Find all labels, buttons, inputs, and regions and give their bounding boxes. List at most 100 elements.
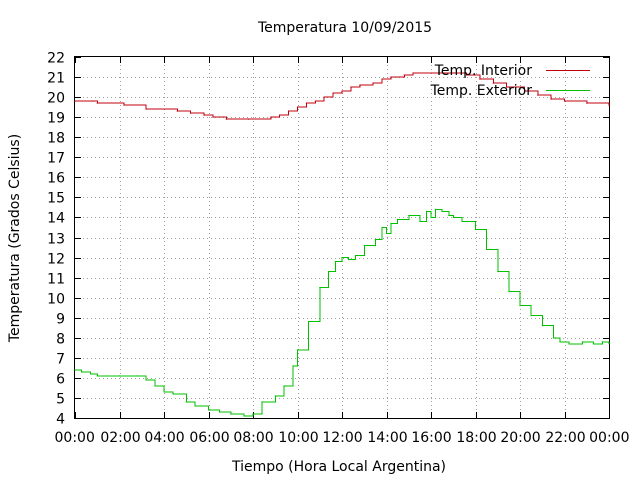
x-tick-label: 20:00 (500, 430, 540, 446)
data-point (359, 84, 361, 86)
series-line (75, 72, 610, 120)
y-tick-label: 7 (56, 352, 65, 368)
data-point (461, 220, 463, 223)
data-point (408, 214, 410, 216)
data-point (397, 218, 399, 220)
data-point (334, 261, 336, 263)
data-point (296, 106, 299, 108)
y-tick-label: 22 (47, 51, 65, 67)
y-tick-label: 12 (47, 252, 65, 268)
data-point (523, 90, 526, 92)
x-tick-label: 10:00 (278, 430, 318, 446)
data-point (90, 373, 92, 375)
tick-layer: 4 5 6 7 8 9 10 11 12 13 14 15 16 17 18 19 20 21 22 00:00 02:… (47, 51, 629, 447)
x-tick-label: 14:00 (367, 430, 407, 446)
data-point (537, 94, 539, 96)
x-tick-label: 12:00 (322, 430, 362, 446)
y-tick-label: 21 (47, 71, 65, 87)
data-point (212, 116, 214, 118)
data-point (430, 216, 432, 218)
chart-title: Temperatura 10/09/2015 (257, 20, 432, 36)
data-point (319, 287, 321, 289)
y-tick-label: 4 (56, 412, 65, 428)
data-point (292, 365, 294, 367)
data-point (354, 255, 356, 257)
data-point (403, 74, 405, 76)
data-point (314, 100, 316, 102)
data-point (225, 118, 227, 120)
data-point (172, 393, 174, 395)
data-point (74, 369, 76, 371)
data-point (506, 86, 508, 88)
data-point (341, 90, 343, 92)
data-point (230, 413, 232, 415)
data-point (136, 375, 138, 377)
data-point (145, 108, 147, 110)
data-point (350, 86, 352, 88)
y-tick-label: 17 (47, 151, 65, 167)
y-tick-label: 10 (47, 292, 65, 308)
x-tick-label: 06:00 (189, 430, 229, 446)
data-point (270, 116, 272, 118)
data-point (123, 104, 125, 106)
data-point (305, 102, 307, 104)
data-point (363, 244, 365, 247)
data-point (308, 321, 310, 323)
data-point (448, 214, 450, 216)
x-tick-label: 04:00 (144, 430, 184, 446)
data-point (296, 349, 299, 351)
data-point (497, 271, 499, 273)
data-point (559, 341, 561, 343)
data-point (74, 100, 76, 102)
y-tick-label: 19 (47, 111, 65, 127)
data-point (426, 210, 428, 212)
x-tick-label: 00:00 (55, 430, 95, 446)
y-tick-label: 14 (47, 211, 65, 227)
y-tick-label: 8 (56, 332, 65, 348)
data-point (452, 72, 454, 74)
y-tick-label: 15 (47, 191, 65, 207)
data-point (381, 226, 383, 229)
x-tick-label: 02:00 (100, 430, 140, 446)
data-point (261, 401, 263, 403)
legend-label: Temp. Exterior (430, 83, 533, 99)
y-tick-label: 6 (56, 372, 65, 388)
data-point (586, 102, 588, 104)
data-point (434, 208, 436, 210)
data-point (207, 409, 210, 411)
data-point (332, 92, 334, 94)
y-tick-label: 20 (47, 91, 65, 107)
y-tick-label: 9 (56, 312, 65, 328)
data-point (288, 110, 290, 112)
data-point (219, 411, 221, 413)
data-point (492, 82, 494, 84)
data-point (530, 315, 532, 317)
data-point (248, 118, 250, 120)
data-point (176, 110, 178, 112)
data-point (479, 78, 481, 80)
data-point (452, 216, 454, 218)
data-point (190, 112, 192, 114)
data-point (581, 341, 583, 343)
data-point (608, 343, 610, 345)
series-interior (74, 72, 610, 120)
series-exterior (74, 208, 610, 417)
grid-layer (75, 57, 609, 418)
data-point (274, 395, 276, 397)
data-point (568, 343, 570, 345)
data-point (552, 337, 555, 339)
data-point (163, 391, 165, 393)
data-point (592, 343, 595, 345)
y-axis-label: Temperatura (Grados Celsius) (7, 134, 23, 343)
data-point (348, 259, 350, 261)
data-point (145, 379, 147, 381)
data-point (390, 222, 392, 225)
data-point (194, 405, 196, 407)
data-point (283, 385, 285, 387)
series-layer (74, 72, 610, 417)
x-tick-label: 16:00 (411, 430, 451, 446)
data-point (328, 271, 330, 273)
data-point (154, 385, 156, 387)
legend: Temp. Interior Temp. Exterior (430, 63, 590, 99)
